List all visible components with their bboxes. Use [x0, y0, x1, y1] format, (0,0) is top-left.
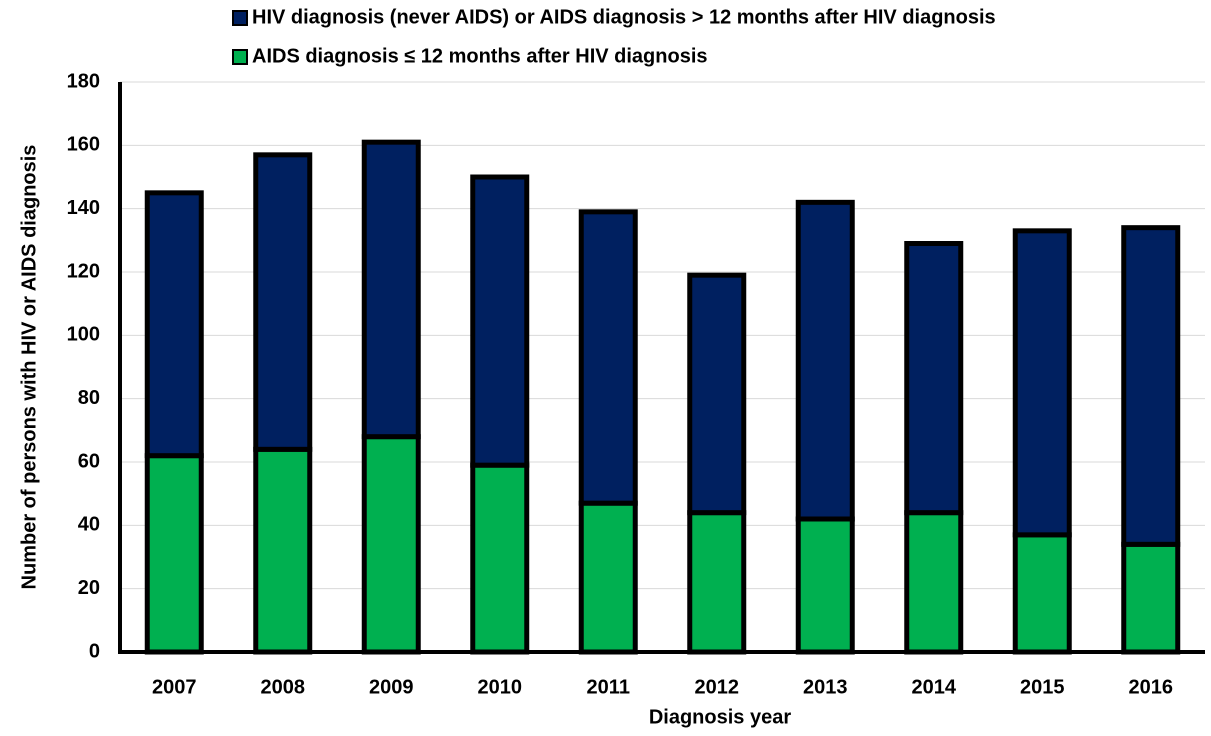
bar-segment [253, 446, 313, 655]
y-tick-label: 160 [67, 134, 100, 156]
legend-label: HIV diagnosis (never AIDS) or AIDS diagn… [252, 6, 996, 28]
legend-swatch [232, 49, 248, 65]
bar-segment [904, 241, 964, 516]
y-tick-label: 140 [67, 197, 100, 219]
x-tick-label: 2009 [369, 676, 414, 698]
bar-segment [904, 510, 964, 655]
legend-label: AIDS diagnosis ≤ 12 months after HIV dia… [252, 45, 708, 67]
bar-segment [687, 510, 747, 655]
bar-segment [795, 199, 855, 522]
y-tick-label: 0 [89, 640, 100, 662]
bar-segment [144, 190, 204, 459]
x-tick-label: 2013 [803, 676, 848, 698]
bar-segment [1012, 228, 1072, 538]
bar-segment [687, 272, 747, 516]
x-tick-label: 2011 [587, 676, 630, 698]
bar-segment [795, 516, 855, 655]
bar-segment [361, 434, 421, 655]
y-tick-label: 180 [67, 70, 100, 92]
bar-segment [1121, 541, 1181, 655]
bar-segment [361, 139, 421, 440]
bar-segment [144, 453, 204, 655]
y-tick-label: 60 [78, 450, 100, 472]
bar-segment [470, 462, 530, 655]
y-tick-label: 120 [67, 260, 100, 282]
x-tick-label: 2014 [912, 676, 957, 698]
x-tick-label: 2007 [152, 676, 197, 698]
y-tick-label: 80 [78, 387, 100, 409]
x-tick-label: 2008 [261, 676, 306, 698]
x-tick-label: 2012 [695, 676, 740, 698]
x-tick-label: 2015 [1020, 676, 1065, 698]
bar-segment [1012, 532, 1072, 655]
bar-segment [470, 174, 530, 468]
x-axis-title: Diagnosis year [649, 706, 792, 728]
x-tick-label: 2010 [478, 676, 523, 698]
y-tick-label: 100 [67, 324, 100, 346]
bar-segment [1121, 225, 1181, 547]
y-tick-label: 20 [78, 577, 100, 599]
x-tick-label: 2016 [1129, 676, 1174, 698]
bar-segment [253, 152, 313, 452]
legend-swatch [232, 10, 248, 26]
bar-segment [578, 500, 638, 655]
y-tick-label: 40 [78, 514, 100, 536]
bar-segment [578, 209, 638, 506]
y-axis-title: Number of persons with HIV or AIDS diagn… [18, 145, 40, 590]
